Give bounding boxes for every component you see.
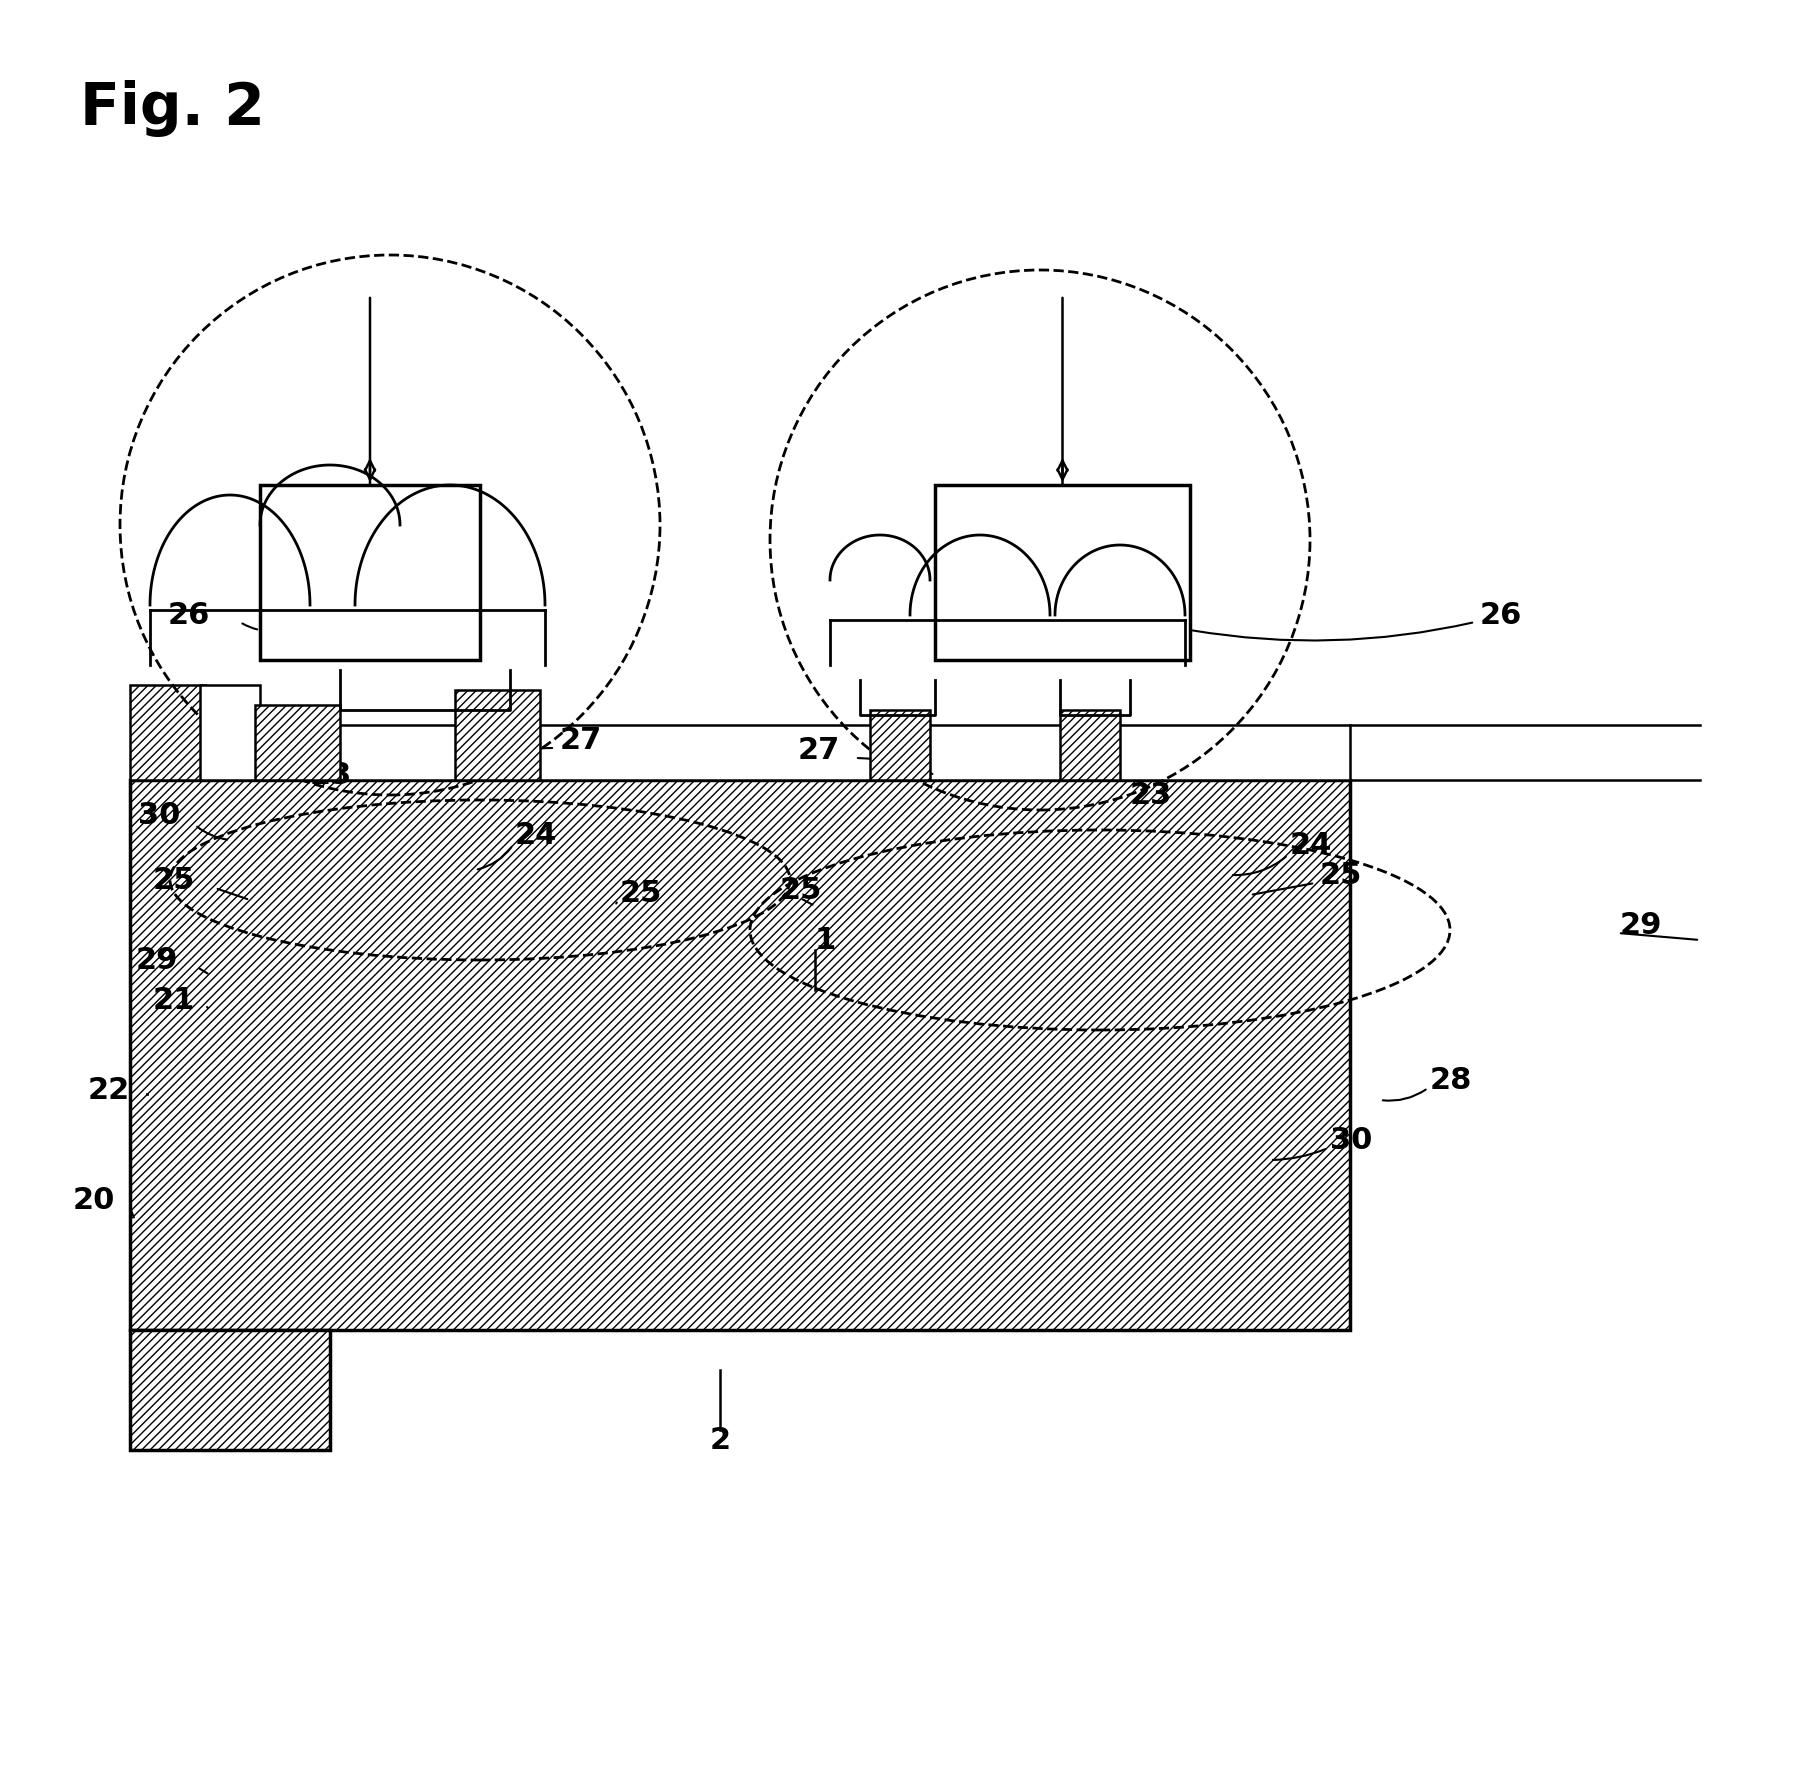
Text: 2: 2 <box>710 1425 730 1455</box>
Text: 30: 30 <box>1330 1125 1372 1154</box>
Text: 20: 20 <box>72 1186 114 1215</box>
Bar <box>870 710 930 780</box>
Text: 25: 25 <box>152 866 196 894</box>
Text: 27: 27 <box>797 735 841 765</box>
Text: 1: 1 <box>815 925 837 955</box>
Bar <box>255 704 341 780</box>
Bar <box>199 726 1350 780</box>
Text: 24: 24 <box>1290 830 1332 860</box>
Bar <box>1060 710 1120 780</box>
Bar <box>130 1330 330 1450</box>
Text: 22: 22 <box>87 1075 130 1104</box>
Text: 23: 23 <box>310 760 352 790</box>
Text: 23: 23 <box>1131 781 1172 810</box>
Text: 21: 21 <box>152 986 196 1014</box>
Text: 30: 30 <box>138 801 181 830</box>
Bar <box>935 486 1190 659</box>
Text: Fig. 2: Fig. 2 <box>80 81 265 136</box>
Bar <box>455 690 540 780</box>
Text: 26: 26 <box>169 600 210 629</box>
Text: 24: 24 <box>515 821 558 849</box>
Bar <box>130 780 1350 1330</box>
Text: 25: 25 <box>1319 860 1363 889</box>
Text: 27: 27 <box>560 726 602 754</box>
Bar <box>199 685 259 780</box>
Text: 25: 25 <box>620 878 663 907</box>
Text: 28: 28 <box>1430 1066 1473 1095</box>
Bar <box>130 685 205 780</box>
Text: 25: 25 <box>779 876 823 905</box>
Bar <box>259 486 480 659</box>
Text: 26: 26 <box>1480 600 1522 629</box>
Text: 29: 29 <box>1620 910 1662 939</box>
Text: 29: 29 <box>136 946 178 975</box>
